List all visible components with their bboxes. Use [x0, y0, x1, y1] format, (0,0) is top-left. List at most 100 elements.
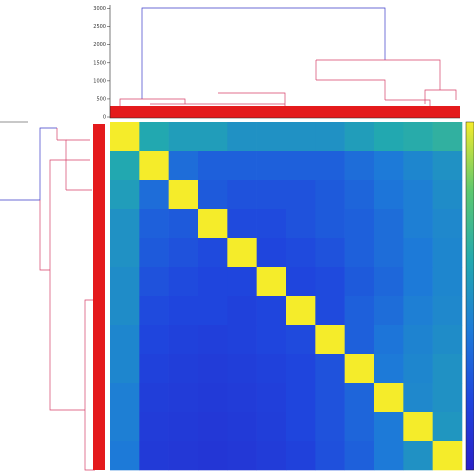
heatmap-cell: [198, 238, 228, 268]
heatmap-cell: [139, 296, 169, 326]
heatmap-cell: [256, 441, 287, 471]
heatmap-cell: [110, 383, 140, 413]
heatmap-cell: [198, 209, 228, 239]
heatmap-cell: [139, 151, 169, 181]
heatmap-cell: [286, 238, 316, 268]
heatmap-cell: [110, 325, 140, 355]
heatmap-cell: [374, 180, 404, 210]
heatmap-cell: [168, 296, 199, 326]
heatmap-cell: [139, 441, 169, 471]
heatmap-cell: [374, 383, 404, 413]
heatmap-cell: [403, 441, 433, 471]
heatmap-cell: [315, 267, 345, 297]
heatmap-cell: [139, 209, 169, 239]
heatmap-cell: [198, 441, 228, 471]
heatmap-cell: [198, 180, 228, 210]
heatmap-cell: [286, 180, 316, 210]
heatmap-cell: [168, 354, 199, 384]
heatmap-cell: [344, 354, 375, 384]
heatmap-cell: [227, 151, 257, 181]
heatmap-cell: [168, 383, 199, 413]
heatmap-cell: [139, 325, 169, 355]
heatmap-cell: [344, 238, 375, 268]
heatmap-cell: [168, 441, 199, 471]
heatmap-cell: [110, 296, 140, 326]
heatmap-cell: [256, 412, 287, 442]
heatmap-cell: [227, 180, 257, 210]
heatmap-cell: [374, 238, 404, 268]
heatmap-cell: [198, 383, 228, 413]
heatmap-cell: [139, 238, 169, 268]
leaf-strip: [93, 124, 105, 470]
heatmap-cell: [344, 383, 375, 413]
heatmap-cell: [315, 441, 345, 471]
y-tick-label: 1000: [93, 78, 106, 84]
heatmap-cell: [110, 180, 140, 210]
heatmap-cell: [286, 267, 316, 297]
y-tick-label: 500: [96, 96, 106, 102]
heatmap-cell: [315, 238, 345, 268]
heatmap-cell: [344, 267, 375, 297]
heatmap-cell: [315, 325, 345, 355]
heatmap-cell: [227, 209, 257, 239]
heatmap-cell: [374, 267, 404, 297]
heatmap-cell: [432, 122, 463, 152]
heatmap-cell: [256, 267, 287, 297]
heatmap-cell: [286, 296, 316, 326]
heatmap-cell: [110, 209, 140, 239]
heatmap-cell: [227, 325, 257, 355]
heatmap-cell: [403, 267, 433, 297]
heatmap-cell: [315, 354, 345, 384]
heatmap-cell: [168, 412, 199, 442]
heatmap-cell: [315, 151, 345, 181]
heatmap-cell: [315, 296, 345, 326]
heatmap-cell: [256, 383, 287, 413]
heatmap-cell: [403, 296, 433, 326]
heatmap-cell: [168, 238, 199, 268]
heatmap-cell: [168, 325, 199, 355]
heatmap-cell: [374, 209, 404, 239]
heatmap-cell: [198, 267, 228, 297]
left-dendrogram: [0, 121, 105, 471]
heatmap-cell: [286, 209, 316, 239]
heatmap-cell: [110, 122, 140, 152]
heatmap: [110, 122, 463, 471]
heatmap-cell: [374, 296, 404, 326]
heatmap-cell: [227, 383, 257, 413]
leaf-strip: [110, 106, 460, 118]
heatmap-cell: [110, 238, 140, 268]
heatmap-cell: [403, 383, 433, 413]
heatmap-cell: [315, 122, 345, 152]
heatmap-cell: [432, 412, 463, 442]
heatmap-cell: [139, 267, 169, 297]
y-tick-label: 2500: [93, 24, 106, 30]
heatmap-cell: [344, 151, 375, 181]
heatmap-cell: [227, 441, 257, 471]
dendrogram-axis: 0 500 1000 1500 2000 2500 3000: [93, 5, 460, 121]
heatmap-cell: [168, 180, 199, 210]
heatmap-cell: [403, 180, 433, 210]
heatmap-cell: [198, 354, 228, 384]
heatmap-cell: [168, 267, 199, 297]
heatmap-cell: [315, 383, 345, 413]
heatmap-cell: [432, 296, 463, 326]
heatmap-cell: [256, 122, 287, 152]
heatmap-cell: [256, 151, 287, 181]
heatmap-cell: [168, 122, 199, 152]
heatmap-cell: [432, 441, 463, 471]
heatmap-cell: [198, 325, 228, 355]
heatmap-cell: [374, 412, 404, 442]
heatmap-cell: [344, 209, 375, 239]
heatmap-cell: [286, 383, 316, 413]
heatmap-cell: [403, 209, 433, 239]
heatmap-cell: [227, 122, 257, 152]
heatmap-cell: [315, 412, 345, 442]
heatmap-cell: [344, 325, 375, 355]
heatmap-cell: [432, 238, 463, 268]
heatmap-cell: [110, 354, 140, 384]
y-tick-label: 2000: [93, 42, 106, 48]
heatmap-cell: [344, 122, 375, 152]
heatmap-cell: [198, 122, 228, 152]
heatmap-cell: [227, 267, 257, 297]
